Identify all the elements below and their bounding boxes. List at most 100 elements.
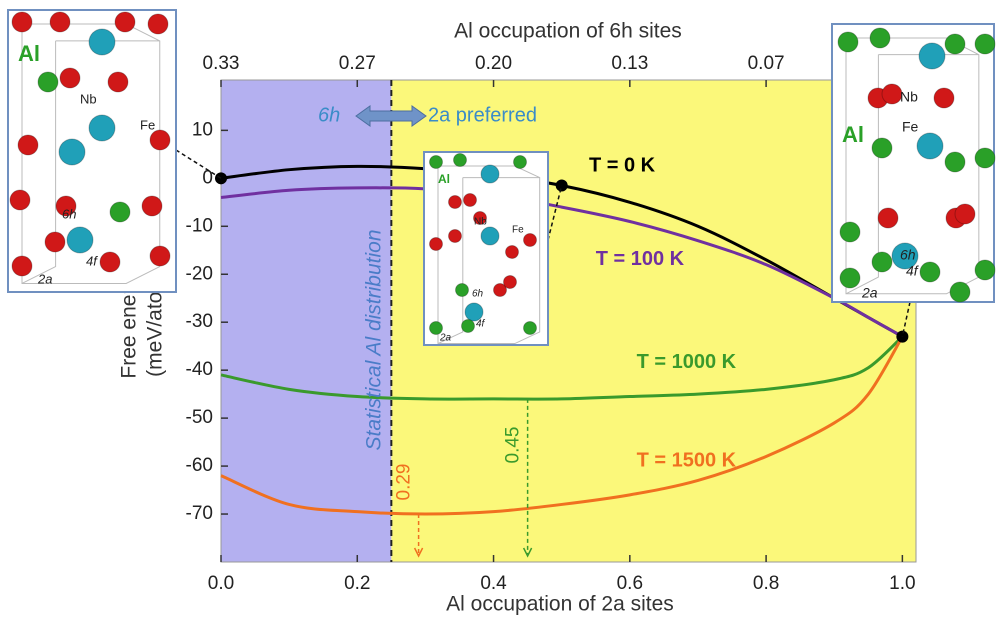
inset-label: Nb	[474, 217, 487, 228]
y-tick-label: -70	[186, 503, 213, 524]
preference-label: 6h	[318, 104, 340, 126]
inset-label: Fe	[902, 119, 919, 135]
inset-label: 6h	[62, 206, 76, 221]
atom	[149, 245, 171, 267]
x2-tick-label: 0.20	[475, 53, 512, 74]
y-tick-label: 10	[192, 119, 213, 140]
series-line	[220, 335, 904, 516]
atom	[871, 251, 893, 273]
series-label: T = 1000 K	[637, 351, 737, 373]
atom	[149, 129, 171, 151]
atom	[37, 71, 59, 93]
atom	[881, 83, 903, 105]
y-tick-label: -30	[186, 311, 213, 332]
atom	[869, 27, 891, 49]
inset-label: Al	[842, 122, 864, 147]
atom	[429, 155, 443, 169]
y-tick-label: 0	[202, 167, 213, 188]
x2-tick-label: 0.13	[611, 53, 648, 74]
atom	[88, 28, 116, 56]
atom	[944, 151, 966, 173]
inset-leader	[901, 301, 911, 337]
atom	[473, 211, 487, 225]
atom	[839, 221, 861, 243]
inset-label: 6h	[472, 289, 484, 300]
inset-label: 6h	[900, 247, 916, 263]
region-label: Statistical Al distribution	[363, 230, 386, 451]
atom	[463, 193, 477, 207]
atom	[837, 31, 859, 53]
inset-label: 4f	[906, 263, 920, 279]
atom	[44, 231, 66, 253]
atom	[88, 114, 116, 142]
inset-leader	[547, 185, 563, 241]
atom	[974, 259, 996, 281]
inset-label: Fe	[140, 117, 155, 132]
inset-label: 4f	[86, 253, 98, 268]
marker-label: 0.29	[394, 464, 415, 501]
x-tick-label: 0.8	[753, 573, 779, 594]
x-tick-label: 0.0	[208, 573, 234, 594]
series-label: T = 1500 K	[637, 450, 737, 472]
atom	[919, 261, 941, 283]
y-axis-title: (meV/atom)	[144, 267, 167, 377]
y-tick-label: -40	[186, 359, 213, 380]
atom	[11, 11, 33, 33]
atom	[107, 71, 129, 93]
x-tick-label: 0.4	[480, 573, 507, 594]
atom	[891, 242, 919, 270]
inset-label: Al	[18, 41, 40, 66]
atom	[480, 226, 500, 246]
atom	[916, 132, 944, 160]
series-label: T = 100 K	[596, 248, 685, 270]
atom	[949, 281, 971, 303]
inset-label: 2a	[861, 285, 878, 301]
atom	[505, 245, 519, 259]
x-tick-label: 1.0	[889, 573, 915, 594]
series-label: T = 0 K	[589, 155, 656, 177]
plot-frame	[220, 79, 917, 563]
atom	[493, 283, 507, 297]
atom	[480, 164, 500, 184]
atom	[448, 229, 462, 243]
atom	[933, 87, 955, 109]
atom	[871, 137, 893, 159]
atom	[954, 203, 976, 225]
atom	[461, 319, 475, 333]
inset-label: 2a	[37, 271, 52, 286]
atom	[429, 237, 443, 251]
atom	[66, 226, 94, 254]
atom	[141, 195, 163, 217]
atom	[877, 207, 899, 229]
atom	[9, 189, 31, 211]
atom	[513, 155, 527, 169]
y-tick-label: -10	[186, 215, 213, 236]
inset-label: Al	[438, 172, 450, 186]
atom	[503, 275, 517, 289]
atom	[17, 134, 39, 156]
region-statistical	[221, 80, 392, 562]
atom	[448, 195, 462, 209]
preference-label: 2a preferred	[428, 104, 537, 126]
x2-tick-label: 0.33	[203, 53, 240, 74]
inset-leader	[175, 149, 222, 179]
marker-label: 0.45	[503, 427, 524, 464]
atom	[944, 33, 966, 55]
inset-box	[423, 151, 549, 346]
atom	[974, 33, 996, 55]
atom	[114, 11, 136, 33]
x-axis-title: Al occupation of 2a sites	[446, 593, 674, 616]
inset-label: Fe	[512, 225, 524, 236]
x-tick-label: 0.2	[344, 573, 370, 594]
atom	[58, 138, 86, 166]
x2-tick-label: 0.27	[339, 53, 376, 74]
x2-tick-label: 0.07	[748, 53, 785, 74]
y-tick-label: -50	[186, 407, 213, 428]
atom	[453, 153, 467, 167]
atom	[55, 195, 77, 217]
inset-label: 4f	[476, 319, 486, 330]
atom	[464, 302, 484, 322]
point	[215, 172, 227, 185]
